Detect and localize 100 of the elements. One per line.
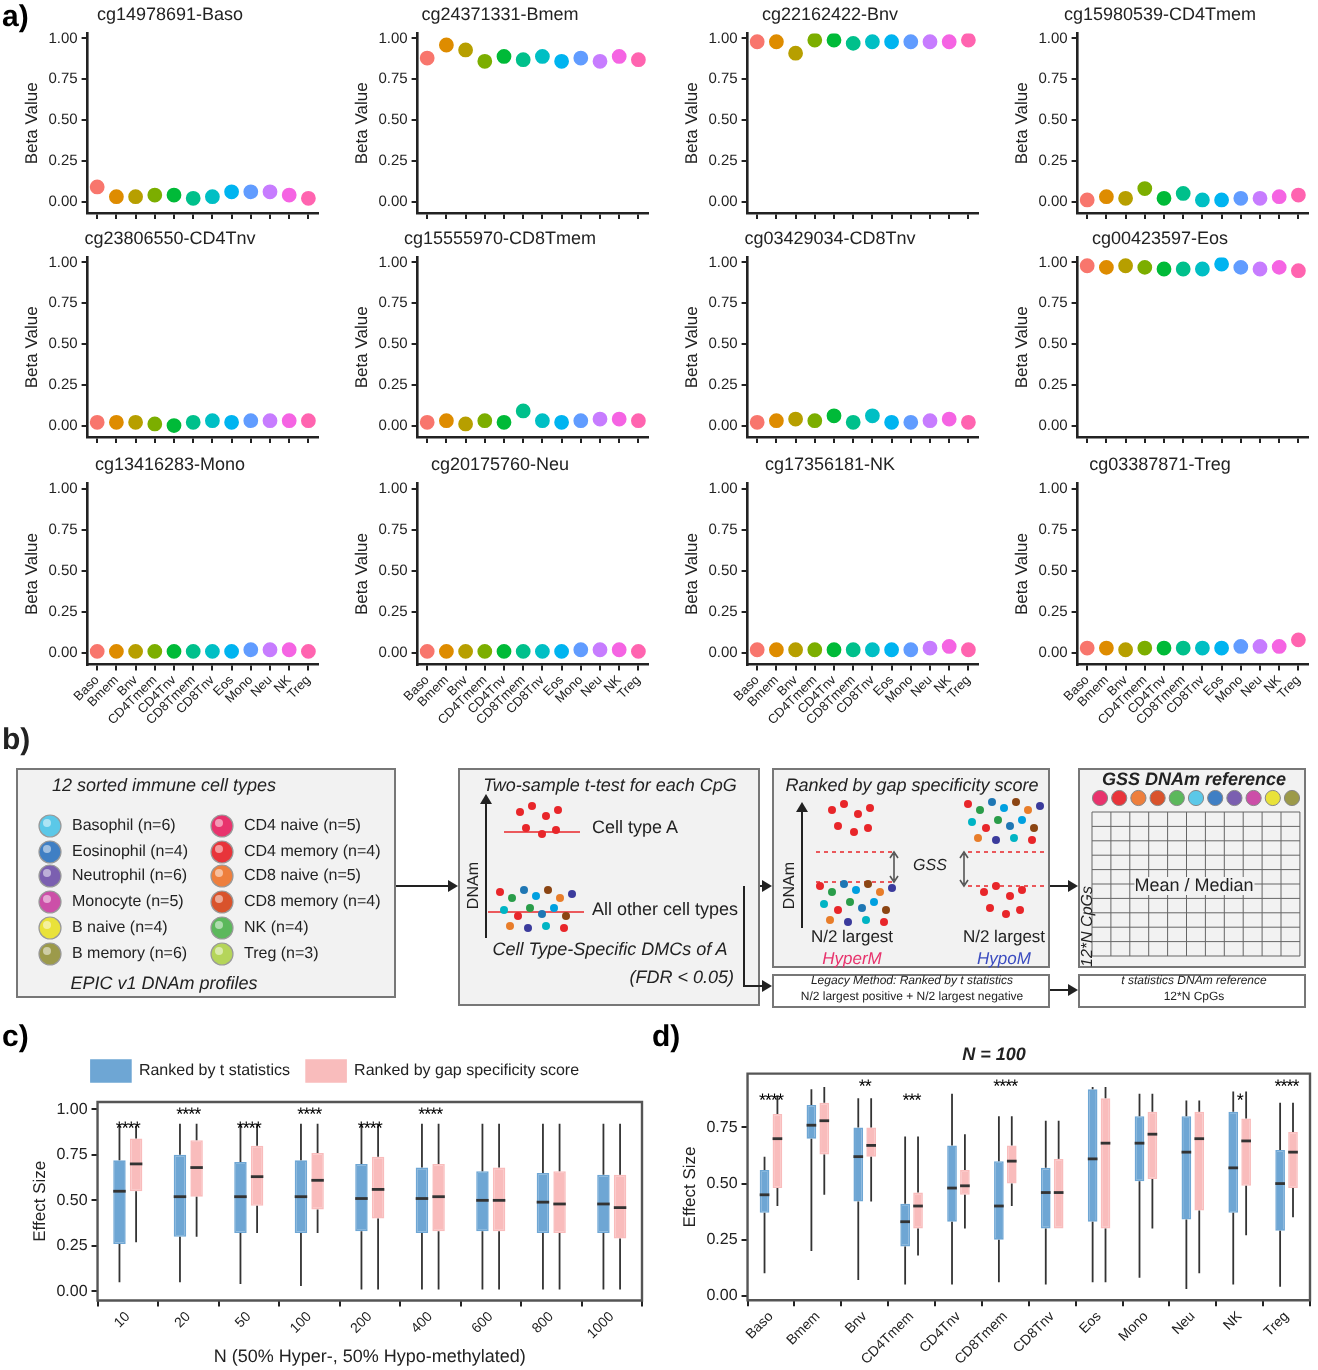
chart-title: cg13416283-Mono <box>94 453 246 474</box>
point <box>496 414 512 430</box>
text: DNAm <box>464 862 482 910</box>
x-axis-title: N (50% Hyper-, 50% Hypo-methylated) <box>213 1346 526 1367</box>
text: All other cell types <box>592 899 739 919</box>
y-tick-label: 0.25 <box>56 1236 89 1255</box>
point <box>515 52 531 68</box>
point <box>439 37 454 53</box>
y-axis-title: Beta Value <box>1010 305 1031 389</box>
y-axis-title: Beta Value <box>680 532 701 616</box>
point <box>496 49 512 64</box>
point <box>807 33 823 48</box>
point <box>458 416 473 432</box>
point <box>573 413 589 429</box>
text: NK (n=4) <box>244 918 309 936</box>
chart-title: cg20175760-Neu <box>430 453 570 474</box>
text: Mean / Median <box>1134 875 1254 895</box>
annotation: **** <box>418 1104 443 1124</box>
y-axis-title: Beta Value <box>20 305 41 389</box>
text: Eosinophil (n=4) <box>72 842 189 860</box>
text: CD8 memory (n=4) <box>244 892 381 910</box>
text: HypoM <box>977 947 1031 968</box>
chart-title: cg03429034-CD8Tnv <box>744 227 917 248</box>
legend-label: Ranked by gap specificity score <box>354 1061 581 1080</box>
text: c) <box>2 1020 29 1054</box>
point <box>845 35 861 51</box>
y-axis-title: Beta Value <box>1010 532 1031 616</box>
point <box>458 42 473 58</box>
point <box>535 49 550 64</box>
text: Ranked by gap specificity score <box>785 775 1039 795</box>
point <box>631 52 646 68</box>
chart-title: cg14978691-Baso <box>96 3 244 24</box>
point <box>554 414 569 430</box>
y-axis-title: Effect Size <box>28 1160 49 1242</box>
text: Monocyte (n=5) <box>72 892 184 910</box>
point <box>865 34 880 50</box>
chart-title: cg17356181-NK <box>764 453 896 474</box>
point <box>769 34 784 50</box>
text: N/2 largest <box>810 925 894 946</box>
point <box>477 53 493 69</box>
text: HyperM <box>822 947 882 968</box>
y-tick-label: 0.75 <box>706 1117 739 1136</box>
text: Neutrophil (n=6) <box>72 866 188 884</box>
point <box>515 403 531 419</box>
point <box>884 34 899 50</box>
annotation: **** <box>758 1089 783 1110</box>
y-tick-label: 0.00 <box>56 1281 89 1300</box>
point <box>611 49 627 64</box>
y-axis-title: Beta Value <box>350 532 371 616</box>
y-axis-title: Beta Value <box>20 81 41 165</box>
legend-label: Ranked by t statistics <box>138 1061 291 1080</box>
point <box>477 413 493 429</box>
text: CD4 memory (n=4) <box>244 842 381 860</box>
text: a) <box>2 0 29 34</box>
text: Treg (n=3) <box>244 944 319 962</box>
annotation: *** <box>902 1089 921 1110</box>
annotation: **** <box>993 1075 1018 1096</box>
y-axis-title: Beta Value <box>350 305 371 389</box>
text: B memory (n=6) <box>72 944 188 962</box>
chart-title: cg15555970-CD8Tmem <box>403 227 597 248</box>
y-axis-title: Beta Value <box>680 305 701 389</box>
chart-title: cg03387871-Treg <box>1089 453 1231 474</box>
point <box>903 34 919 50</box>
annotation: **** <box>297 1104 322 1124</box>
y-tick-label: 0.75 <box>56 1145 89 1164</box>
text: Two-sample t-test for each CpG <box>483 775 737 795</box>
y-axis-title: Beta Value <box>20 532 41 616</box>
point <box>788 45 803 61</box>
point <box>922 34 938 50</box>
text: GSS DNAm reference <box>1101 769 1287 789</box>
annotation: * <box>1236 1089 1243 1110</box>
chart-title: cg24371331-Bmem <box>421 3 579 24</box>
y-axis-title: Beta Value <box>350 81 371 165</box>
point <box>826 33 842 48</box>
y-tick-label: 1.00 <box>56 1099 89 1118</box>
annotation: **** <box>115 1118 140 1138</box>
text: d) <box>652 1020 681 1054</box>
y-tick-label: 0.25 <box>706 1230 739 1249</box>
chart-title: cg00423597-Eos <box>1091 227 1230 248</box>
y-axis-title: Beta Value <box>680 81 701 165</box>
annotation: ** <box>858 1075 871 1096</box>
text: GSS <box>913 856 947 874</box>
text: (FDR < 0.05) <box>629 967 734 987</box>
y-tick-label: 0.50 <box>56 1190 89 1209</box>
annotation: **** <box>1274 1075 1299 1096</box>
y-tick-label: 0.00 <box>706 1286 739 1305</box>
annotation: **** <box>176 1104 201 1124</box>
point <box>554 53 569 69</box>
text: DNAm <box>780 862 798 910</box>
y-tick-label: 0.50 <box>706 1173 739 1192</box>
chart-title: cg23806550-CD4Tnv <box>84 227 257 248</box>
text: 12*N CpGs <box>1078 886 1096 967</box>
text: Cell type A <box>592 817 679 837</box>
point <box>631 413 646 429</box>
point <box>419 414 435 430</box>
point <box>592 53 608 69</box>
chart-title: cg22162422-Bnv <box>761 3 900 24</box>
point <box>961 33 976 48</box>
text: b) <box>2 723 31 757</box>
point <box>573 50 589 66</box>
